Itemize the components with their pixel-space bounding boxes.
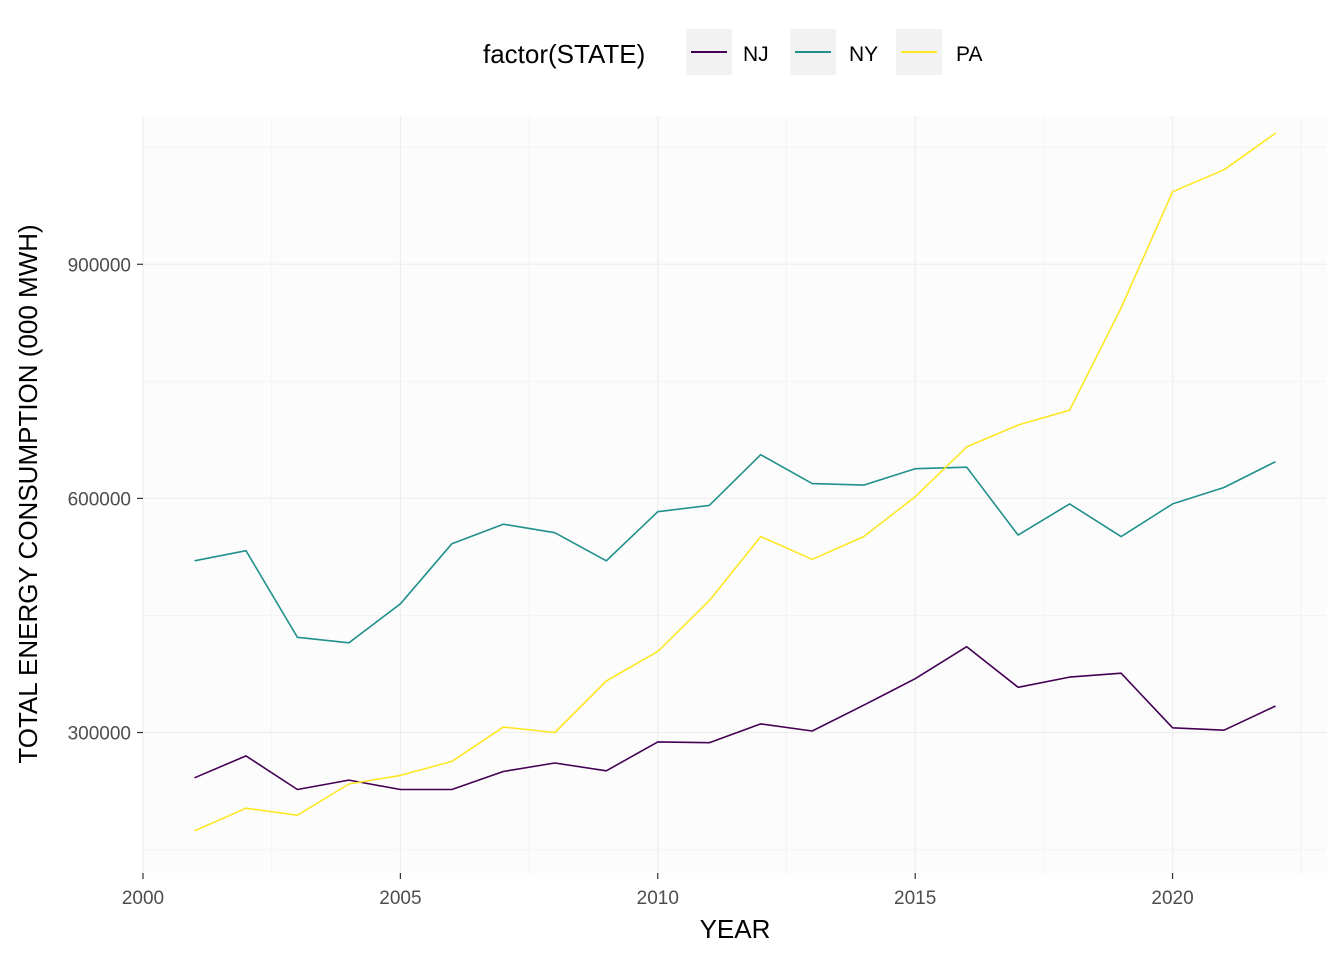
x-tick-label: 2005: [379, 888, 421, 909]
grid-lines: [142, 116, 1327, 873]
series-line-pa: [194, 132, 1276, 832]
legend-title: factor(STATE): [483, 39, 645, 69]
legend-label-pa: PA: [956, 43, 982, 66]
legend-label-nj: NJ: [743, 43, 769, 66]
x-tick-label: 2015: [894, 888, 936, 909]
y-axis-title: TOTAL ENERGY CONSUMPTION (000 MWH): [13, 224, 43, 763]
legend-item-ny: NY: [790, 29, 878, 75]
x-tick-label: 2000: [122, 888, 164, 909]
series-line-ny: [194, 453, 1276, 644]
plot-panel: [143, 116, 1327, 873]
x-tick-label: 2010: [637, 888, 679, 909]
x-axis: 2000 2005 2010 2015 2020: [122, 873, 1194, 909]
y-tick-label: 300000: [68, 724, 131, 745]
legend-label-ny: NY: [849, 43, 878, 66]
series-line-nj: [194, 645, 1276, 791]
legend: factor(STATE) NJ NY PA: [483, 29, 982, 75]
legend-item-nj: NJ: [686, 29, 769, 75]
legend-item-pa: PA: [896, 29, 982, 75]
y-tick-label: 900000: [68, 255, 131, 276]
y-tick-label: 600000: [68, 489, 131, 510]
x-tick-label: 2020: [1151, 888, 1193, 909]
x-axis-title: YEAR: [700, 914, 771, 944]
series-lines: [194, 132, 1276, 832]
y-axis: 300000 600000 900000: [68, 255, 143, 745]
